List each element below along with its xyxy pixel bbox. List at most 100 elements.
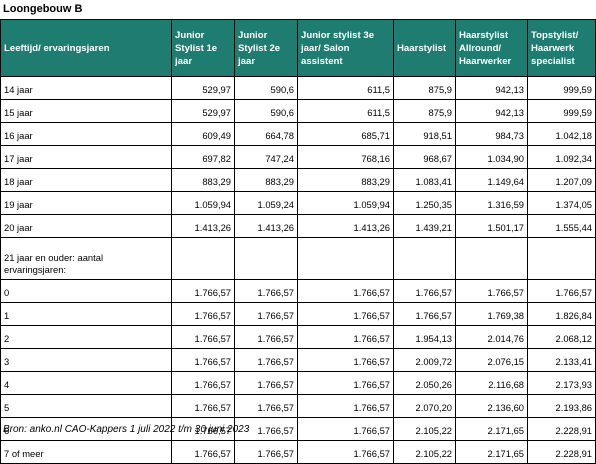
salary-cell: 984,73 — [455, 122, 528, 146]
salary-cell: 999,59 — [527, 99, 596, 123]
salary-cell: 1.555,44 — [527, 214, 596, 238]
salary-cell: 1.766,57 — [393, 279, 456, 303]
salary-cell: 1.766,57 — [234, 371, 298, 395]
salary-cell: 942,13 — [455, 99, 528, 123]
table-row: 18 jaar 883,29 883,29 883,29 1.083,41 1.149,6… — [0, 168, 596, 192]
salary-cell: 1.826,84 — [527, 302, 596, 326]
salary-cell: 1.374,05 — [527, 191, 596, 215]
salary-cell: 2.228,91 — [527, 417, 596, 441]
salary-cell: 1.769,38 — [455, 302, 528, 326]
salary-cell: 875,9 — [393, 99, 456, 123]
salary-cell: 590,6 — [234, 99, 298, 123]
salary-cell: 2.193,86 — [527, 394, 596, 418]
salary-cell: 1.766,57 — [297, 348, 394, 372]
salary-cell: 2.068,12 — [527, 325, 596, 349]
table-title: Loongebouw B — [3, 3, 83, 15]
salary-cell: 2.173,93 — [527, 371, 596, 395]
salary-cell: 2.076,15 — [455, 348, 528, 372]
salary-cell: 1.766,57 — [234, 394, 298, 418]
table-row: 19 jaar 1.059,94 1.059,24 1.059,94 1.250,35 1… — [0, 191, 596, 215]
salary-cell: 1.316,59 — [455, 191, 528, 215]
salary-cell: 1.149,64 — [455, 168, 528, 192]
salary-cell: 2.133,41 — [527, 348, 596, 372]
row-label-cell: 20 jaar — [0, 214, 172, 238]
column-header-junior-1: Junior Stylist 1e jaar — [171, 19, 235, 77]
salary-cell: 1.766,57 — [455, 279, 528, 303]
salary-cell — [455, 237, 528, 280]
salary-cell: 875,9 — [393, 76, 456, 100]
salary-cell — [297, 237, 394, 280]
salary-cell: 1.766,57 — [297, 417, 394, 441]
salary-cell: 664,78 — [234, 122, 298, 146]
row-label-cell: 17 jaar — [0, 145, 172, 169]
table-row: 4 1.766,57 1.766,57 1.766,57 2.050,26 2.116,6… — [0, 371, 596, 395]
salary-cell: 1.766,57 — [234, 440, 298, 464]
salary-cell: 1.034,90 — [455, 145, 528, 169]
salary-cell: 2.116,68 — [455, 371, 528, 395]
salary-cell: 1.766,57 — [297, 302, 394, 326]
column-header-age: Leeftijd/ ervaringsjaren — [0, 19, 172, 77]
salary-cell: 1.766,57 — [234, 325, 298, 349]
salary-cell: 1.766,57 — [171, 440, 235, 464]
salary-cell: 1.413,26 — [171, 214, 235, 238]
salary-cell: 529,97 — [171, 76, 235, 100]
salary-cell — [527, 237, 596, 280]
salary-cell: 590,6 — [234, 76, 298, 100]
table-row: 0 1.766,57 1.766,57 1.766,57 1.766,57 1.766,5… — [0, 279, 596, 303]
row-label-cell: 19 jaar — [0, 191, 172, 215]
salary-cell: 1.766,57 — [171, 394, 235, 418]
salary-cell: 942,13 — [455, 76, 528, 100]
salary-cell: 697,82 — [171, 145, 235, 169]
salary-cell: 1.059,94 — [171, 191, 235, 215]
salary-cell: 1.954,13 — [393, 325, 456, 349]
salary-cell: 529,97 — [171, 99, 235, 123]
salary-cell: 918,51 — [393, 122, 456, 146]
salary-cell: 1.766,57 — [171, 348, 235, 372]
salary-cell: 685,71 — [297, 122, 394, 146]
salary-cell: 611,5 — [297, 76, 394, 100]
salary-cell: 1.766,57 — [297, 325, 394, 349]
salary-cell: 1.766,57 — [171, 371, 235, 395]
source-note: Bron: anko.nl CAO-Kappers 1 juli 2022 t/… — [3, 424, 250, 435]
column-header-haarstylist: Haarstylist — [393, 19, 456, 77]
table-row: 16 jaar 609,49 664,78 685,71 918,51 984,73 1.0… — [0, 122, 596, 146]
row-label-cell: 5 — [0, 394, 172, 418]
salary-cell: 1.413,26 — [297, 214, 394, 238]
table-row: 1 1.766,57 1.766,57 1.766,57 1.766,57 1.769,3… — [0, 302, 596, 326]
salary-cell — [393, 237, 456, 280]
salary-cell: 609,49 — [171, 122, 235, 146]
salary-cell: 2.105,22 — [393, 417, 456, 441]
salary-cell: 1.207,09 — [527, 168, 596, 192]
table-header-row: Leeftijd/ ervaringsjaren Junior Stylist … — [0, 19, 596, 77]
column-header-topstylist: Topstylist/ Haarwerk specialist — [527, 19, 596, 77]
salary-cell — [234, 237, 298, 280]
salary-cell: 883,29 — [234, 168, 298, 192]
row-label-cell: 14 jaar — [0, 76, 172, 100]
salary-cell: 2.171,65 — [455, 440, 528, 464]
column-header-junior-2: Junior Stylist 2e jaar — [234, 19, 298, 77]
salary-cell: 1.083,41 — [393, 168, 456, 192]
row-label-cell: 18 jaar — [0, 168, 172, 192]
salary-cell: 2.014,76 — [455, 325, 528, 349]
salary-cell: 2.050,26 — [393, 371, 456, 395]
salary-cell: 1.413,26 — [234, 214, 298, 238]
table-row: 14 jaar 529,97 590,6 611,5 875,9 942,13 999,59 — [0, 76, 596, 100]
row-label-cell: 7 of meer — [0, 440, 172, 464]
salary-cell: 1.766,57 — [297, 279, 394, 303]
salary-cell: 1.439,21 — [393, 214, 456, 238]
salary-cell — [171, 237, 235, 280]
salary-cell: 1.501,17 — [455, 214, 528, 238]
row-label-cell: 1 — [0, 302, 172, 326]
column-header-allround: Haarstylist Allround/ Haarwerker — [455, 19, 528, 77]
salary-cell: 2.009,72 — [393, 348, 456, 372]
salary-cell: 2.136,60 — [455, 394, 528, 418]
salary-cell: 883,29 — [297, 168, 394, 192]
column-header-junior-3: Junior stylist 3e jaar/ Salon assistent — [297, 19, 394, 77]
salary-cell: 1.766,57 — [297, 440, 394, 464]
salary-cell: 2.070,20 — [393, 394, 456, 418]
table-row: 21 jaar en ouder: aantal ervaringsjaren: — [0, 237, 596, 280]
salary-cell: 1.766,57 — [234, 302, 298, 326]
table-row: 5 1.766,57 1.766,57 1.766,57 2.070,20 2.136,6… — [0, 394, 596, 418]
salary-cell: 1.766,57 — [171, 279, 235, 303]
table-row: 6 1.766,57 1.766,57 1.766,57 2.105,22 2.171,6… — [0, 417, 596, 441]
